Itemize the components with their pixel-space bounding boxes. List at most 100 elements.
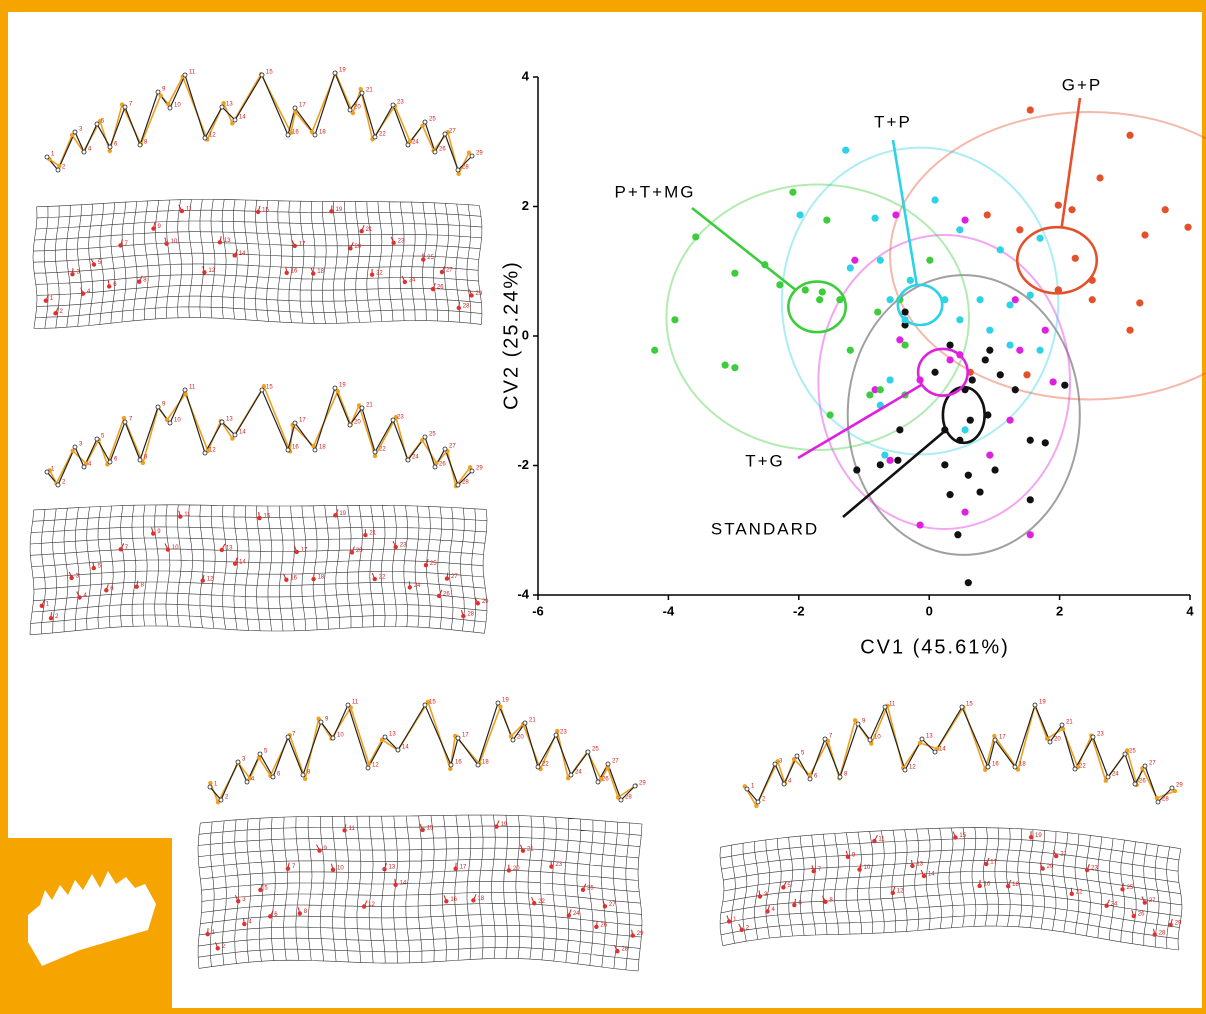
landmark-dot — [350, 110, 356, 116]
point — [954, 531, 962, 539]
y-tick-label: -4 — [517, 586, 529, 601]
landmark-label: 2 — [746, 925, 750, 931]
landmark-label: 14 — [239, 251, 246, 257]
grid-landmark — [391, 240, 396, 246]
landmark-label: 17 — [299, 418, 306, 424]
landmark-label: 21 — [369, 531, 376, 537]
landmark-label: 16 — [290, 575, 297, 581]
annotation-line — [797, 383, 923, 460]
landmark-ring — [422, 119, 428, 125]
landmark-dot — [498, 704, 503, 709]
landmark-label: 15 — [266, 70, 273, 76]
landmark-dot — [107, 148, 112, 154]
grid-landmark — [151, 531, 156, 536]
landmark-label: 9 — [162, 87, 166, 93]
landmark-label: 9 — [852, 852, 856, 858]
landmark-label: 25 — [1129, 749, 1136, 755]
landmark-ring — [390, 102, 396, 108]
landmark-dot — [302, 776, 308, 782]
landmark-dot — [164, 417, 170, 423]
landmark-label: 13 — [926, 734, 933, 740]
landmark-label: 16 — [455, 760, 462, 766]
landmark-label: 13 — [226, 417, 233, 423]
landmark-ring — [405, 142, 411, 148]
landmark-ring — [270, 774, 276, 780]
landmark-label: 26 — [600, 922, 607, 928]
landmark-dot — [335, 389, 340, 394]
landmark-label: 17 — [299, 242, 306, 248]
landmark-ring — [365, 765, 371, 771]
mean-ellipse — [916, 347, 969, 397]
confidence-ellipse — [665, 183, 970, 451]
landmark-label: 10 — [171, 239, 178, 245]
annotation-line — [842, 428, 947, 518]
group-label: T+P — [874, 112, 912, 131]
landmark-dot — [366, 761, 372, 767]
landmark-ring — [553, 732, 559, 738]
x-tick-label: 0 — [926, 603, 933, 618]
landmark-label: 5 — [98, 564, 102, 570]
point — [916, 521, 924, 529]
landmark-ring — [257, 751, 263, 757]
point — [851, 256, 859, 264]
landmark-label: 3 — [79, 442, 83, 448]
grid-landmark — [202, 270, 207, 275]
landmark-label: 29 — [476, 151, 483, 157]
landmark-dot — [1154, 795, 1160, 801]
landmark-label: 3 — [76, 574, 80, 580]
point — [1016, 226, 1024, 234]
point — [894, 456, 902, 464]
grid-landmark — [200, 578, 205, 583]
landmark-ring — [72, 444, 78, 450]
point — [1054, 286, 1062, 294]
point — [1088, 296, 1096, 304]
landmark-dot — [605, 765, 610, 771]
landmark-ring — [632, 783, 638, 789]
landmark-label: 27 — [612, 759, 619, 765]
landmark-dot — [158, 93, 163, 98]
grid-landmark — [921, 873, 927, 879]
landmark-ring — [155, 89, 161, 95]
landmark-label: 20 — [1054, 737, 1061, 743]
landmark-ring — [137, 457, 143, 463]
landmark-ring — [837, 774, 843, 780]
landmark-ring — [985, 764, 991, 770]
landmark-ring — [300, 772, 306, 778]
landmark-dot — [358, 86, 363, 92]
landmark-dot — [69, 132, 75, 138]
outline-orange — [744, 702, 1176, 808]
landmark-ring — [219, 104, 225, 110]
landmark-label: 25 — [587, 885, 594, 891]
landmark-label: 18 — [317, 269, 324, 275]
landmark-dot — [791, 757, 797, 762]
landmark-dot — [83, 461, 89, 466]
landmark-label: 29 — [476, 291, 483, 297]
landmark-ring — [395, 747, 401, 753]
grid-landmark — [349, 550, 355, 555]
landmark-ring — [122, 104, 128, 110]
landmark-label: 15 — [959, 833, 966, 839]
x-tick-label: 2 — [1056, 603, 1063, 618]
landmark-ring — [432, 464, 438, 470]
grid-landmark — [330, 867, 336, 872]
landmark-dot — [1124, 748, 1130, 753]
landmark-label: 11 — [189, 70, 196, 76]
grid-landmark — [118, 243, 123, 248]
point — [996, 246, 1004, 254]
landmark-label: 24 — [575, 770, 582, 776]
point — [881, 451, 889, 459]
landmark-ring — [595, 779, 601, 785]
landmark-label: 8 — [143, 277, 147, 283]
landmark-label: 28 — [462, 480, 469, 486]
landmark-label: 25 — [1127, 885, 1134, 891]
point — [984, 411, 992, 419]
landmark-ring — [94, 436, 100, 442]
landmark-dot — [420, 123, 425, 128]
deformation-grid — [29, 504, 488, 635]
grid-landmark — [1168, 922, 1173, 928]
landmark-dot — [1103, 778, 1108, 783]
landmark-ring — [332, 385, 338, 391]
landmark-dot — [467, 465, 473, 470]
landmark-dot — [372, 453, 378, 459]
